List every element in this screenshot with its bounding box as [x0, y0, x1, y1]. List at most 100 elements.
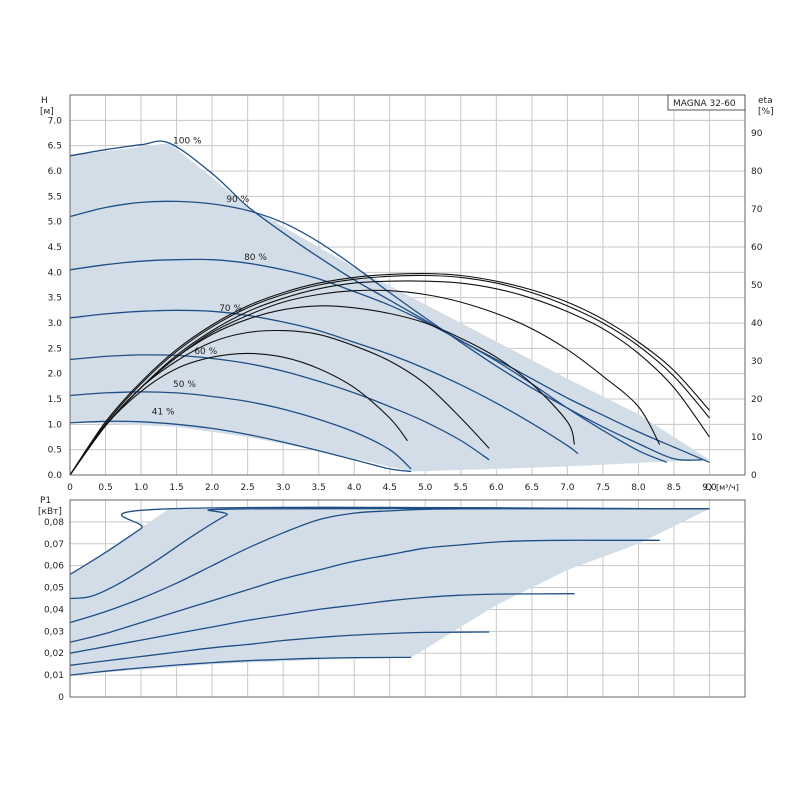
top-curve-labels: 100 % 90 % 80 % 70 % 60 % 50 % 41 %	[152, 137, 268, 418]
y2-tick-label: 0	[751, 471, 757, 481]
y2-tick-label: 10	[751, 433, 763, 443]
power-y-tick-label: 0,01	[44, 671, 64, 681]
head-curve-label: 90 %	[226, 195, 249, 205]
y2-tick-label: 70	[751, 205, 763, 215]
y-tick-label: 5.5	[48, 192, 62, 202]
bottom-power-curves	[69, 506, 710, 676]
x-tick-label: 8.5	[667, 483, 681, 493]
x-tick-label: 7.5	[596, 483, 610, 493]
power-y-tick-label: 0,03	[44, 627, 64, 637]
power-curve	[69, 507, 703, 624]
x-tick-label: 3.0	[276, 483, 291, 493]
x-tick-label: 9.0	[702, 483, 717, 493]
power-y-tick-label: 0,05	[44, 584, 64, 594]
x-tick-label: 4.5	[383, 483, 397, 493]
x-tick-label: 6.0	[489, 483, 504, 493]
y-axis-unit-h: [м]	[40, 107, 54, 117]
y2-tick-label: 60	[751, 243, 763, 253]
y-tick-label: 4.5	[48, 243, 62, 253]
y-tick-label: 1.0	[48, 420, 63, 430]
head-curve-label: 41 %	[152, 408, 175, 418]
x-tick-label: 4.0	[347, 483, 362, 493]
power-curve	[69, 593, 575, 654]
y-tick-label: 4.0	[48, 268, 63, 278]
power-curve	[69, 631, 490, 666]
y-tick-label: 6.5	[48, 142, 62, 152]
power-curve	[69, 539, 660, 643]
top-plot-frame	[69, 94, 746, 476]
head-curve-label: 100 %	[173, 137, 202, 147]
head-curve-label: 70 %	[219, 304, 242, 314]
x-tick-label: 5.0	[418, 483, 433, 493]
x-tick-label: 2.0	[205, 483, 220, 493]
efficiency-curve	[69, 289, 661, 476]
x-axis-unit-q: [м³/ч]	[716, 483, 739, 492]
x-tick-label: 7.0	[560, 483, 575, 493]
head-curve-100	[69, 140, 710, 463]
x-tick-label: 0.5	[98, 483, 112, 493]
y-axis-label-p1: P1	[40, 496, 51, 506]
model-label: MAGNA 32-60	[673, 99, 736, 109]
head-curve-label: 50 %	[173, 380, 196, 390]
y2-tick-label: 50	[751, 281, 763, 291]
y-tick-label: 7.0	[48, 116, 63, 126]
top-head-curves	[69, 140, 710, 473]
head-curve-label: 80 %	[244, 253, 267, 263]
bottom-operating-region	[70, 508, 710, 676]
x-tick-label: 6.5	[525, 483, 539, 493]
power-y-tick-label: 0,06	[44, 562, 64, 572]
head-curve-label: 60 %	[194, 347, 217, 357]
x-axis-label-q: Q	[705, 483, 712, 493]
y-tick-label: 3.0	[48, 319, 63, 329]
x-tick-label: 0	[67, 483, 73, 493]
power-curve	[69, 507, 710, 600]
top-x-tick-labels: 0 0.5 1.0 1.5 2.0 2.5 3.0 3.5 4.0 4.5 5.0 5.5 6.0 6.5…	[67, 483, 717, 493]
top-y2-tick-labels: 0 10 20 30 40 50 60 70 80 90	[751, 129, 763, 481]
y2-axis-label-eta: eta	[758, 96, 773, 106]
head-operating-area	[70, 143, 710, 472]
y-tick-label: 0.5	[48, 446, 62, 456]
head-curve-80	[69, 258, 668, 463]
top-operating-region	[70, 143, 710, 472]
y-axis-unit-p1: [кВт]	[38, 507, 62, 517]
model-label-box	[667, 94, 746, 111]
head-curve-41	[69, 420, 412, 473]
x-tick-label: 3.5	[312, 483, 326, 493]
power-y-tick-label: 0,04	[44, 605, 64, 615]
x-tick-label: 5.5	[454, 483, 468, 493]
y2-tick-label: 40	[751, 319, 763, 329]
power-y-tick-label: 0,02	[44, 649, 64, 659]
power-y-tick-label: 0,07	[44, 540, 64, 550]
y-tick-label: 0.0	[48, 471, 63, 481]
efficiency-curve	[69, 272, 710, 476]
bottom-y-tick-labels: 0 0,01 0,02 0,03 0,04 0,05 0,06 0,07 0,08	[44, 518, 64, 703]
y2-tick-label: 80	[751, 167, 763, 177]
y2-tick-label: 20	[751, 395, 763, 405]
y-axis-label-h: H	[41, 96, 48, 106]
power-curve	[69, 656, 412, 676]
y-tick-label: 5.0	[48, 218, 63, 228]
bottom-plot-frame	[69, 499, 746, 698]
y2-tick-label: 90	[751, 129, 763, 139]
head-curve-60	[69, 354, 490, 461]
x-tick-label: 2.5	[240, 483, 254, 493]
x-tick-label: 1.0	[134, 483, 149, 493]
efficiency-curve	[69, 274, 710, 476]
y-tick-label: 6.0	[48, 167, 63, 177]
x-tick-label: 8.0	[631, 483, 646, 493]
efficiency-curve	[69, 280, 710, 476]
head-curve-90	[69, 200, 703, 461]
top-efficiency-curves	[69, 272, 710, 476]
y2-axis-unit-eta: [%]	[758, 107, 774, 117]
power-y-tick-label: 0,08	[44, 518, 64, 528]
y2-tick-label: 30	[751, 357, 763, 367]
top-y-tick-labels: 0.0 0.5 1.0 1.5 2.0 2.5 3.0 3.5 4.0 4.5 5.0 5.5 6.0 6…	[48, 116, 63, 481]
power-y-tick-label: 0	[58, 693, 64, 703]
head-curve-70	[69, 309, 579, 455]
y-tick-label: 3.5	[48, 294, 62, 304]
power-operating-area	[70, 508, 710, 676]
y-tick-label: 1.5	[48, 395, 62, 405]
efficiency-curve	[69, 352, 408, 476]
